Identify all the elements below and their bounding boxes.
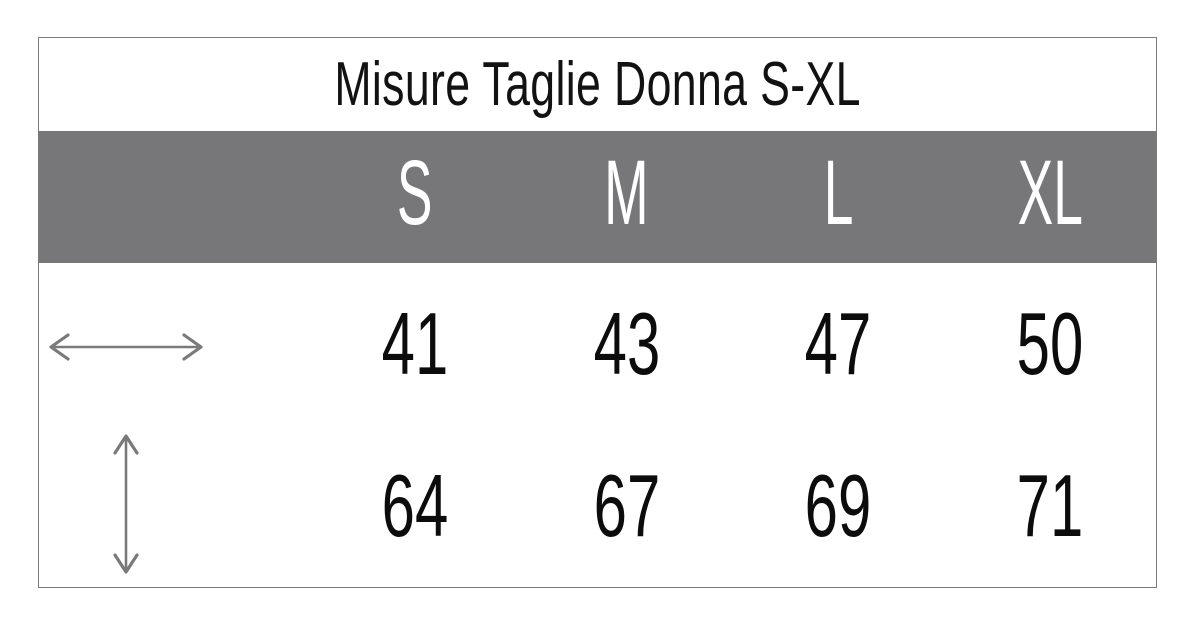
length-value-s: 64 bbox=[309, 425, 521, 587]
header-cell-s: S bbox=[309, 131, 521, 263]
table-row-width: 41 43 47 50 bbox=[39, 263, 1156, 425]
chart-title-row: Misure Taglie Donna S-XL bbox=[39, 38, 1156, 131]
length-value-xl: 71 bbox=[944, 425, 1156, 587]
header-cell-xl: XL bbox=[944, 131, 1156, 263]
header-cell-m: M bbox=[521, 131, 733, 263]
value-length-m: 67 bbox=[593, 456, 660, 555]
header-cell-l: L bbox=[733, 131, 945, 263]
value-width-xl: 50 bbox=[1016, 294, 1084, 393]
width-value-m: 43 bbox=[521, 263, 733, 425]
value-width-s: 41 bbox=[381, 294, 449, 393]
width-icon-cell bbox=[39, 263, 309, 425]
page-title: Misure Taglie Donna S-XL bbox=[334, 49, 861, 119]
size-label-m: M bbox=[604, 142, 649, 244]
header-label-spacer bbox=[39, 131, 309, 263]
size-label-s: S bbox=[397, 142, 433, 244]
vertical-double-arrow-icon bbox=[113, 434, 139, 574]
value-length-l: 69 bbox=[805, 456, 872, 555]
size-header-row: S M L XL bbox=[39, 131, 1156, 263]
size-label-l: L bbox=[823, 142, 854, 244]
size-label-xl: XL bbox=[1017, 142, 1083, 244]
value-width-l: 47 bbox=[805, 294, 872, 393]
width-value-xl: 50 bbox=[944, 263, 1156, 425]
value-length-xl: 71 bbox=[1016, 456, 1084, 555]
length-icon-cell bbox=[39, 425, 309, 587]
length-value-m: 67 bbox=[521, 425, 733, 587]
value-width-m: 43 bbox=[593, 294, 660, 393]
value-length-s: 64 bbox=[381, 456, 449, 555]
width-value-l: 47 bbox=[733, 263, 945, 425]
length-value-l: 69 bbox=[733, 425, 945, 587]
table-row-length: 64 67 69 71 bbox=[39, 425, 1156, 587]
size-chart-table: Misure Taglie Donna S-XL S M L XL 41 bbox=[38, 37, 1157, 588]
width-value-s: 41 bbox=[309, 263, 521, 425]
horizontal-double-arrow-icon bbox=[49, 333, 203, 361]
